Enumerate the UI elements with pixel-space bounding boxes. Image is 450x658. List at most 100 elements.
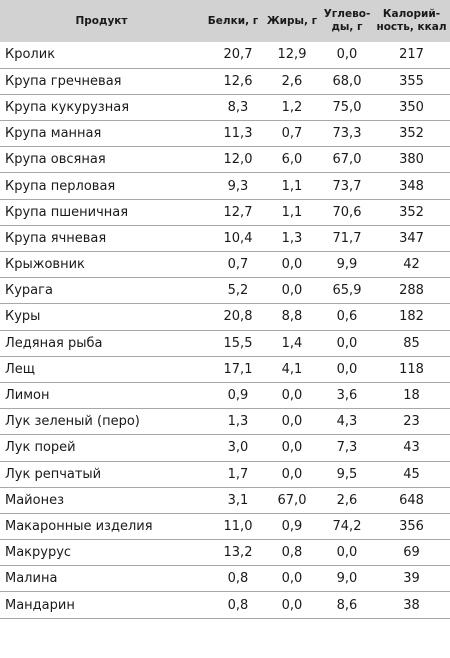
- cell-product-name: Крупа кукурузная: [5, 99, 130, 115]
- cell-carbs: 9,0: [336, 571, 358, 587]
- nutrition-table: Продукт Белки, г Жиры, г Углево- ды, г К…: [0, 0, 450, 619]
- cell-protein: 5,2: [227, 283, 249, 299]
- cell-carbs: 73,3: [332, 126, 362, 142]
- cell-product-name: Малина: [5, 571, 58, 587]
- cell-protein: 20,8: [223, 309, 253, 325]
- cell-fat: 1,1: [281, 178, 303, 194]
- cell-fat: 0,0: [281, 257, 303, 273]
- cell-protein: 10,4: [223, 230, 253, 246]
- cell-carbs: 0,0: [336, 335, 358, 351]
- cell-product-name: Лещ: [5, 361, 36, 377]
- cell-protein: 12,6: [223, 73, 253, 89]
- cell-protein: 0,9: [227, 388, 249, 404]
- cell-carbs: 3,6: [336, 388, 358, 404]
- table-row: Малина 0,8 0,0 9,0 39: [0, 566, 450, 592]
- cell-protein: 0,8: [227, 571, 249, 587]
- cell-product-name: Крупа гречневая: [5, 73, 122, 89]
- cell-fat: 6,0: [281, 152, 303, 168]
- cell-protein: 12,0: [223, 152, 253, 168]
- cell-fat: 2,6: [281, 73, 303, 89]
- cell-kcal: 288: [399, 283, 424, 299]
- cell-kcal: 23: [403, 414, 420, 430]
- cell-fat: 0,0: [281, 388, 303, 404]
- cell-protein: 9,3: [227, 178, 249, 194]
- cell-kcal: 352: [399, 126, 424, 142]
- table-row: Лук зеленый (перо) 1,3 0,0 4,3 23: [0, 409, 450, 435]
- header-kcal: Калорий- ность, ккал: [376, 8, 447, 33]
- cell-fat: 0,0: [281, 597, 303, 613]
- cell-protein: 8,3: [227, 99, 249, 115]
- cell-fat: 0,0: [281, 414, 303, 430]
- cell-product-name: Лук порей: [5, 440, 76, 456]
- cell-kcal: 69: [403, 545, 420, 561]
- cell-carbs: 0,0: [336, 47, 358, 63]
- cell-kcal: 43: [403, 440, 420, 456]
- cell-kcal: 350: [399, 99, 424, 115]
- cell-protein: 20,7: [223, 47, 253, 63]
- table-row: Крупа гречневая 12,6 2,6 68,0 355: [0, 68, 450, 95]
- cell-kcal: 45: [403, 466, 420, 482]
- cell-product-name: Кролик: [5, 47, 56, 63]
- cell-fat: 1,2: [281, 99, 303, 115]
- cell-carbs: 75,0: [332, 99, 362, 115]
- cell-kcal: 39: [403, 571, 420, 587]
- table-row: Макаронные изделия 11,0 0,9 74,2 356: [0, 513, 450, 540]
- cell-protein: 15,5: [223, 335, 253, 351]
- cell-product-name: Крупа овсяная: [5, 152, 106, 168]
- cell-carbs: 9,5: [336, 466, 358, 482]
- cell-protein: 12,7: [223, 204, 253, 220]
- cell-product-name: Макрурус: [5, 545, 72, 561]
- cell-kcal: 348: [399, 178, 424, 194]
- table-row: Ледяная рыба 15,5 1,4 0,0 85: [0, 330, 450, 357]
- cell-carbs: 68,0: [332, 73, 362, 89]
- cell-protein: 3,0: [227, 440, 249, 456]
- cell-product-name: Лимон: [5, 388, 50, 404]
- cell-carbs: 7,3: [336, 440, 358, 456]
- cell-carbs: 8,6: [336, 597, 358, 613]
- cell-product-name: Крупа ячневая: [5, 230, 107, 246]
- cell-fat: 4,1: [281, 361, 303, 377]
- cell-carbs: 65,9: [332, 283, 362, 299]
- cell-carbs: 74,2: [332, 518, 362, 534]
- header-carbs: Углево- ды, г: [323, 8, 371, 33]
- table-row: Лимон 0,9 0,0 3,6 18: [0, 382, 450, 409]
- table-row: Куры 20,8 8,8 0,6 182: [0, 304, 450, 331]
- table-header-row: Продукт Белки, г Жиры, г Углево- ды, г К…: [0, 0, 450, 42]
- table-row: Курага 5,2 0,0 65,9 288: [0, 278, 450, 304]
- table-row: Крупа перловая 9,3 1,1 73,7 348: [0, 173, 450, 200]
- cell-product-name: Макаронные изделия: [5, 518, 153, 534]
- cell-product-name: Крупа пшеничная: [5, 204, 129, 220]
- cell-kcal: 38: [403, 597, 420, 613]
- cell-kcal: 352: [399, 204, 424, 220]
- table-row: Крупа пшеничная 12,7 1,1 70,6 352: [0, 199, 450, 226]
- cell-protein: 13,2: [223, 545, 253, 561]
- cell-protein: 11,0: [223, 518, 253, 534]
- cell-kcal: 347: [399, 230, 424, 246]
- table-row: Лук репчатый 1,7 0,0 9,5 45: [0, 461, 450, 488]
- cell-kcal: 118: [399, 361, 424, 377]
- cell-product-name: Крупа перловая: [5, 178, 116, 194]
- cell-product-name: Ледяная рыба: [5, 335, 103, 351]
- table-row: Крупа манная 11,3 0,7 73,3 352: [0, 121, 450, 147]
- cell-carbs: 0,6: [336, 309, 358, 325]
- cell-kcal: 42: [403, 257, 420, 273]
- cell-protein: 17,1: [223, 361, 253, 377]
- cell-kcal: 356: [399, 518, 424, 534]
- cell-kcal: 648: [399, 492, 424, 508]
- cell-protein: 1,3: [227, 414, 249, 430]
- cell-kcal: 18: [403, 388, 420, 404]
- cell-carbs: 71,7: [332, 230, 362, 246]
- cell-carbs: 4,3: [336, 414, 358, 430]
- header-protein: Белки, г: [207, 14, 259, 27]
- table-row: Макрурус 13,2 0,8 0,0 69: [0, 540, 450, 566]
- cell-kcal: 380: [399, 152, 424, 168]
- cell-fat: 0,0: [281, 571, 303, 587]
- table-row: Лук порей 3,0 0,0 7,3 43: [0, 435, 450, 461]
- cell-product-name: Куры: [5, 309, 41, 325]
- cell-kcal: 85: [403, 335, 420, 351]
- table-row: Майонез 3,1 67,0 2,6 648: [0, 487, 450, 514]
- cell-fat: 8,8: [281, 309, 303, 325]
- table-body: Кролик 20,7 12,9 0,0 217 Крупа гречневая 12,6 2…: [0, 42, 450, 619]
- cell-product-name: Курага: [5, 283, 53, 299]
- cell-fat: 0,8: [281, 545, 303, 561]
